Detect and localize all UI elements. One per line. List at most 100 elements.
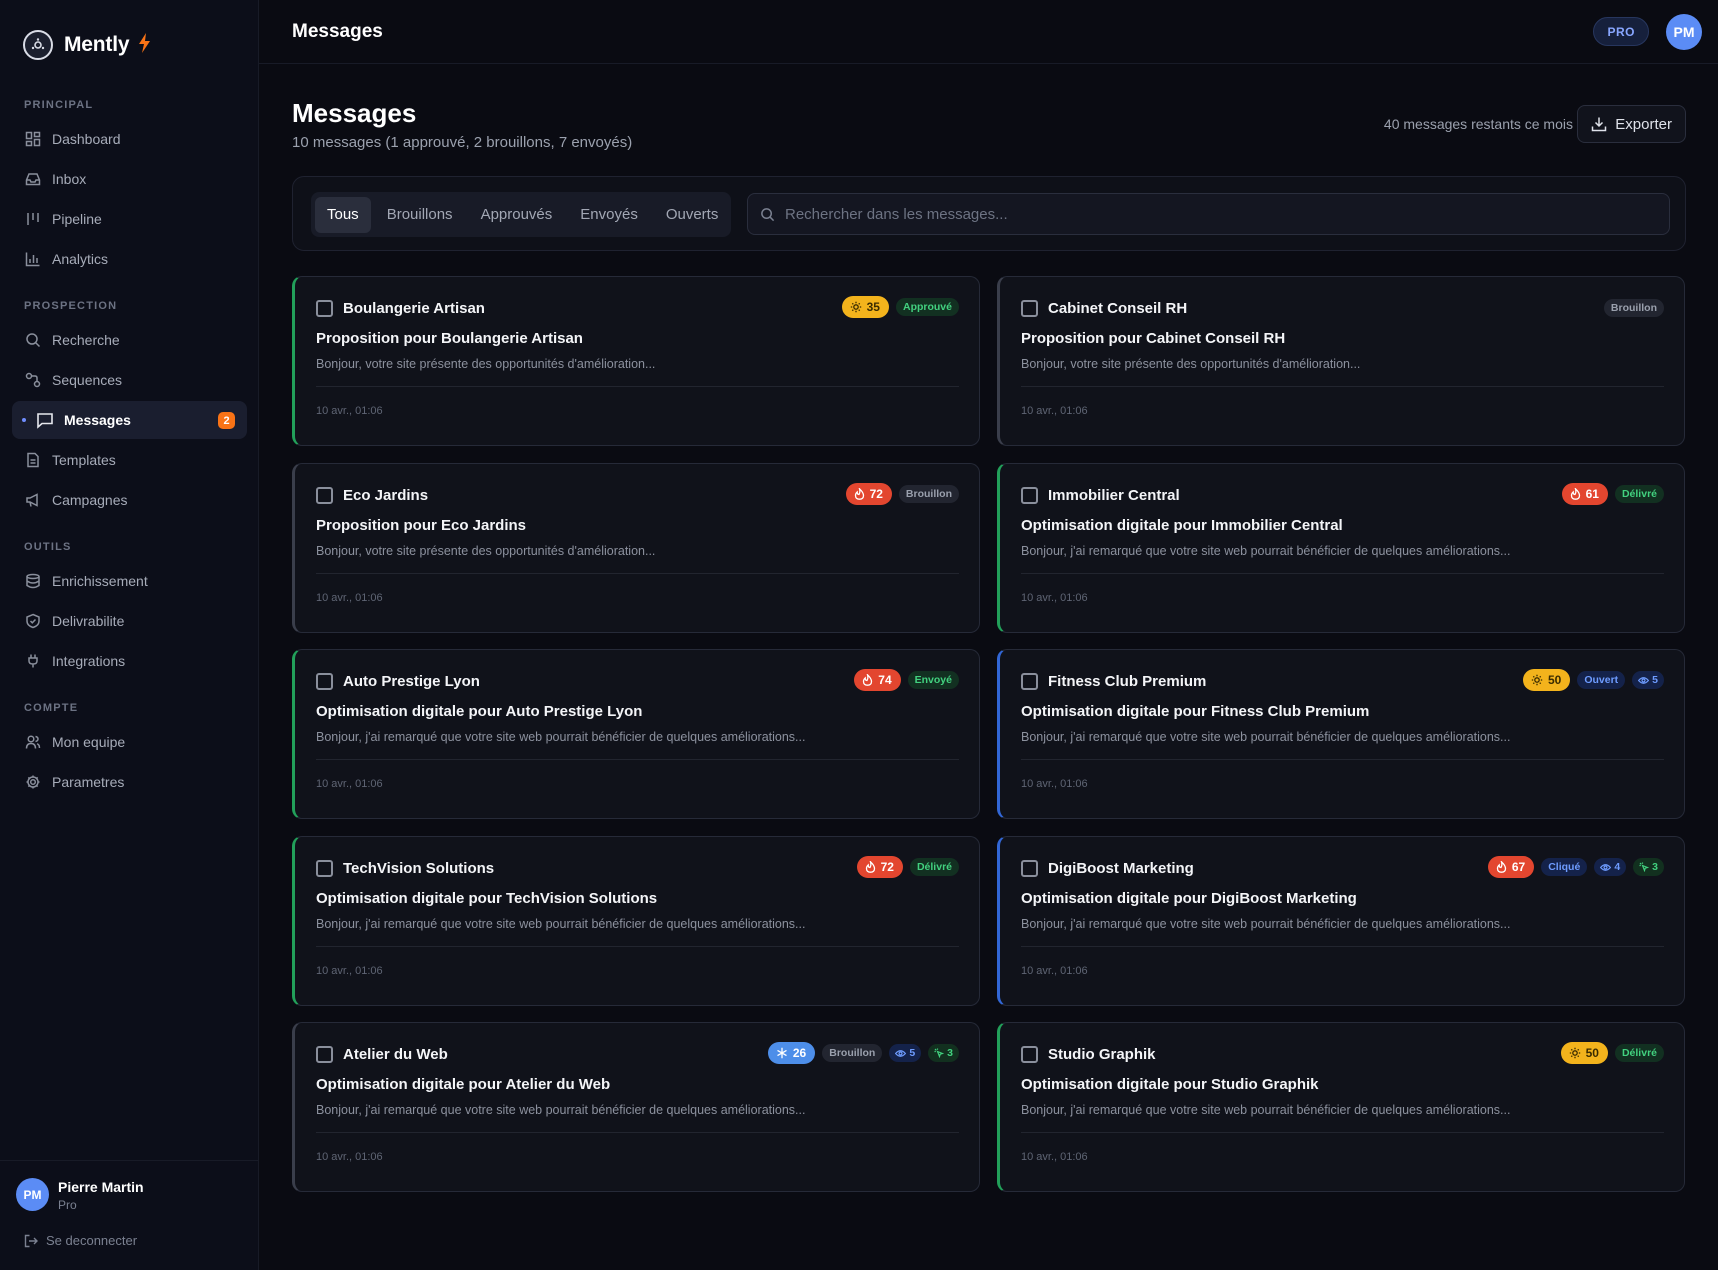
sun-icon	[850, 301, 862, 313]
export-button[interactable]: Exporter	[1577, 105, 1686, 143]
status-badge: Brouillon	[822, 1044, 883, 1062]
card-badges: 50 Délivré	[1560, 1042, 1664, 1064]
divider	[316, 1132, 959, 1133]
logout-button[interactable]: Se deconnecter	[24, 1233, 137, 1248]
logout-icon	[24, 1234, 38, 1248]
sidebar-item-integrations[interactable]: Integrations	[12, 642, 247, 680]
brand-logo-icon	[23, 30, 53, 60]
sidebar-item-messages[interactable]: Messages 2	[12, 401, 247, 439]
message-date: 10 avr., 01:06	[1021, 592, 1088, 604]
select-checkbox[interactable]	[316, 487, 333, 504]
company-name: Fitness Club Premium	[1048, 673, 1207, 690]
card-badges: 61 Délivré	[1561, 483, 1664, 505]
sidebar-item-pipeline[interactable]: Pipeline	[12, 200, 247, 238]
message-card[interactable]: Studio Graphik 50 Délivré Optimisation di…	[997, 1022, 1685, 1192]
message-date: 10 avr., 01:06	[1021, 405, 1088, 417]
status-badge: Ouvert	[1577, 671, 1626, 689]
sidebar-item-dashboard[interactable]: Dashboard	[12, 120, 247, 158]
tab-tous[interactable]: Tous	[315, 196, 371, 233]
select-checkbox[interactable]	[1021, 1046, 1038, 1063]
sidebar-item-label: Integrations	[52, 653, 126, 669]
views-count: 5	[1652, 674, 1658, 686]
sidebar-item-mon-equipe[interactable]: Mon equipe	[12, 723, 247, 761]
filter-panel: Tous Brouillons Approuvés Envoyés Ouvert…	[292, 176, 1686, 251]
status-badge: Délivré	[1614, 1044, 1664, 1062]
select-checkbox[interactable]	[316, 673, 333, 690]
brand-name: Mently	[64, 33, 130, 56]
flame-icon	[1570, 488, 1581, 500]
select-checkbox[interactable]	[316, 1046, 333, 1063]
select-checkbox[interactable]	[316, 860, 333, 877]
message-subject: Optimisation digitale pour Immobilier Ce…	[1021, 517, 1343, 534]
message-card[interactable]: Eco Jardins 72 Brouillon Proposition pour…	[292, 463, 980, 633]
views-count: 5	[909, 1047, 916, 1059]
user-plan: Pro	[58, 1198, 77, 1212]
lead-score-badge: 72	[845, 483, 892, 505]
message-card[interactable]: Atelier du Web 26 Brouillon 5 3 Optimisat…	[292, 1022, 980, 1192]
message-card[interactable]: Boulangerie Artisan 35 Approuvé Propositi…	[292, 276, 980, 446]
message-card[interactable]: Cabinet Conseil RH Brouillon Proposition…	[997, 276, 1685, 446]
sun-icon	[1531, 674, 1543, 686]
lead-score-value: 61	[1585, 487, 1599, 501]
sidebar-item-enrichissement[interactable]: Enrichissement	[12, 562, 247, 600]
select-checkbox[interactable]	[1021, 860, 1038, 877]
tab-brouillons[interactable]: Brouillons	[386, 206, 453, 223]
avatar[interactable]: PM	[16, 1178, 49, 1211]
lead-score-value: 50	[1547, 673, 1562, 687]
clicks-badge: 3	[1633, 858, 1664, 876]
plug-icon	[24, 652, 42, 670]
select-checkbox[interactable]	[316, 300, 333, 317]
section-outils: OUTILS	[24, 541, 72, 553]
sidebar-item-parametres[interactable]: Parametres	[12, 763, 247, 801]
tab-approuves[interactable]: Approuvés	[480, 206, 553, 223]
lead-score-badge: 50	[1522, 669, 1571, 691]
message-preview: Bonjour, votre site présente des opportu…	[316, 544, 656, 558]
card-badges: 26 Brouillon 5 3	[767, 1042, 959, 1064]
company-name: Boulangerie Artisan	[343, 300, 485, 317]
team-icon	[24, 733, 42, 751]
user-name: Pierre Martin	[58, 1179, 144, 1195]
company-name: Auto Prestige Lyon	[343, 673, 480, 690]
search-input[interactable]	[785, 205, 1645, 223]
sidebar-item-analytics[interactable]: Analytics	[12, 240, 247, 278]
message-subject: Optimisation digitale pour Studio Graphi…	[1021, 1076, 1319, 1093]
avatar[interactable]: PM	[1666, 14, 1702, 50]
message-card[interactable]: Auto Prestige Lyon 74 Envoyé Optimisation…	[292, 649, 980, 819]
message-preview: Bonjour, j'ai remarqué que votre site we…	[1021, 730, 1511, 744]
plan-chip[interactable]: PRO	[1593, 17, 1649, 46]
sidebar-item-recherche[interactable]: Recherche	[12, 321, 247, 359]
select-checkbox[interactable]	[1021, 673, 1038, 690]
sidebar-item-templates[interactable]: Templates	[12, 441, 247, 479]
gear-icon	[24, 773, 42, 791]
select-checkbox[interactable]	[1021, 487, 1038, 504]
company-name: Cabinet Conseil RH	[1048, 300, 1188, 317]
message-card[interactable]: DigiBoost Marketing 67 Cliqué 4 3 Optimis…	[997, 836, 1685, 1006]
message-preview: Bonjour, j'ai remarqué que votre site we…	[1021, 544, 1511, 558]
sidebar-item-sequences[interactable]: Sequences	[12, 361, 247, 399]
sidebar-item-delivrabilite[interactable]: Delivrabilite	[12, 602, 247, 640]
message-subject: Proposition pour Eco Jardins	[316, 517, 527, 534]
divider	[1021, 573, 1664, 574]
message-preview: Bonjour, j'ai remarqué que votre site we…	[316, 1103, 806, 1117]
sidebar-item-inbox[interactable]: Inbox	[12, 160, 247, 198]
message-card[interactable]: Fitness Club Premium 50 Ouvert 5 Optimisa…	[997, 649, 1685, 819]
lead-score-value: 26	[792, 1046, 807, 1060]
status-badge: Délivré	[1614, 485, 1664, 503]
card-badges: 35 Approuvé	[841, 296, 959, 318]
select-checkbox[interactable]	[1021, 300, 1038, 317]
brand[interactable]: Mently	[23, 29, 151, 61]
message-card[interactable]: Immobilier Central 61 Délivré Optimisatio…	[997, 463, 1685, 633]
search-box[interactable]	[747, 193, 1670, 235]
sidebar-item-label: Campagnes	[52, 492, 128, 508]
card-badges: 74 Envoyé	[854, 669, 959, 691]
export-label: Exporter	[1615, 115, 1672, 133]
tab-ouverts[interactable]: Ouverts	[665, 206, 719, 223]
quota-text: 40 messages restants ce mois	[1383, 116, 1573, 132]
sidebar-item-campagnes[interactable]: Campagnes	[12, 481, 247, 519]
card-badges: 50 Ouvert 5	[1522, 669, 1664, 691]
lead-score-value: 72	[880, 860, 894, 874]
lead-score-value: 74	[878, 673, 892, 687]
divider	[316, 573, 959, 574]
message-card[interactable]: TechVision Solutions 72 Délivré Optimisat…	[292, 836, 980, 1006]
tab-envoyes[interactable]: Envoyés	[580, 206, 638, 223]
